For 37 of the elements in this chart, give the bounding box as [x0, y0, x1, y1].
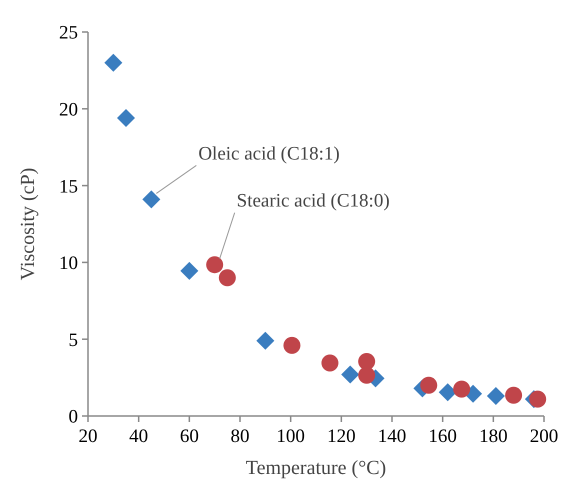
- y-tick-label: 25: [59, 22, 78, 44]
- point: [180, 262, 198, 280]
- x-tick-label: 180: [479, 426, 508, 447]
- y-tick-label: 10: [59, 253, 78, 274]
- y-tick-label: 15: [59, 176, 78, 198]
- point: [256, 332, 274, 350]
- x-tick-label: 160: [428, 426, 457, 447]
- x-tick-label: 40: [129, 426, 148, 447]
- x-tick-label: 120: [327, 426, 356, 447]
- x-tick-label: 200: [530, 426, 558, 447]
- point: [420, 376, 438, 394]
- point: [104, 54, 122, 72]
- y-tick-label: 20: [59, 99, 78, 120]
- x-axis-title: Temperature (°C): [246, 457, 386, 479]
- point: [341, 366, 360, 384]
- point: [142, 190, 160, 208]
- text: Stearic acid (C18:0): [236, 190, 390, 212]
- point: [283, 336, 300, 354]
- x-tick-label: 100: [276, 426, 305, 447]
- y-tick-label: 5: [68, 330, 78, 351]
- point: [358, 366, 376, 384]
- point: [505, 386, 522, 404]
- y-axis-title: Viscosity (cP): [17, 168, 39, 280]
- point: [529, 390, 546, 408]
- point: [486, 387, 505, 406]
- point: [321, 354, 338, 372]
- point: [453, 380, 470, 398]
- y-tick-label: 0: [68, 406, 78, 428]
- text: Oleic acid (C18:1): [198, 143, 340, 164]
- point: [438, 383, 457, 402]
- point: [117, 109, 135, 128]
- point: [358, 352, 376, 370]
- x-tick-label: 60: [180, 426, 199, 447]
- x-tick-label: 140: [378, 426, 406, 447]
- point: [206, 256, 224, 274]
- x-tick-label: 80: [230, 426, 250, 447]
- point: [218, 269, 236, 286]
